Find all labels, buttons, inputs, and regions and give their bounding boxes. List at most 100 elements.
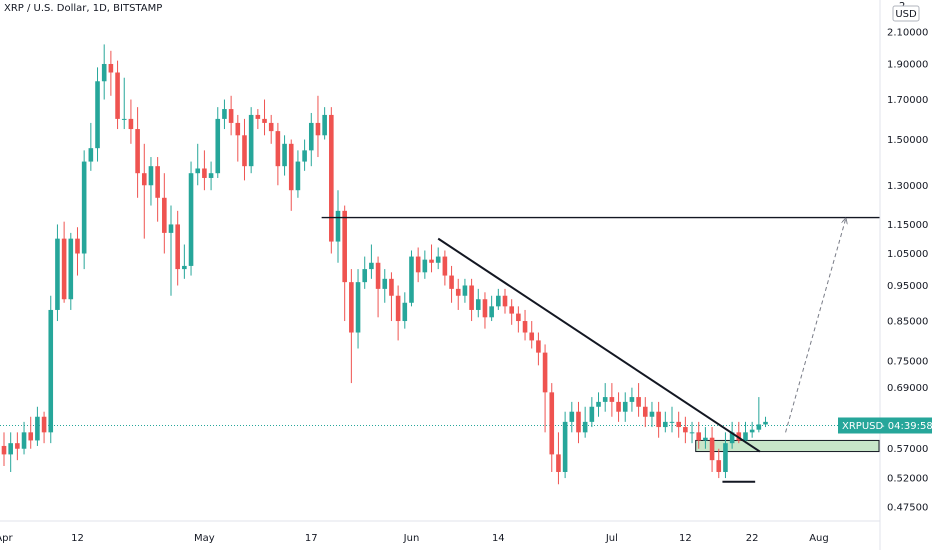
candle[interactable] — [182, 244, 187, 279]
candle[interactable] — [462, 278, 468, 303]
candle[interactable] — [729, 421, 735, 449]
candle[interactable] — [275, 122, 281, 186]
candle[interactable] — [148, 157, 154, 206]
candle[interactable] — [68, 232, 74, 310]
candle[interactable] — [75, 227, 80, 276]
candle[interactable] — [248, 107, 254, 174]
candle[interactable] — [723, 432, 728, 479]
candle[interactable] — [308, 112, 314, 167]
candle[interactable] — [669, 406, 675, 433]
candle[interactable] — [689, 421, 695, 444]
candle[interactable] — [335, 190, 341, 263]
candle[interactable] — [763, 416, 768, 428]
candle[interactable] — [602, 383, 608, 412]
candle[interactable] — [549, 383, 555, 472]
candle[interactable] — [516, 306, 521, 333]
candle[interactable] — [656, 401, 661, 438]
candle[interactable] — [262, 99, 267, 136]
candle[interactable] — [108, 50, 114, 96]
candle[interactable] — [649, 401, 655, 428]
candle[interactable] — [703, 427, 708, 449]
candle[interactable] — [455, 278, 461, 310]
candle[interactable] — [522, 309, 528, 341]
candle[interactable] — [315, 95, 321, 158]
candle[interactable] — [349, 269, 354, 384]
candle[interactable] — [475, 288, 481, 318]
candle[interactable] — [215, 107, 221, 178]
candle[interactable] — [502, 288, 508, 314]
candle[interactable] — [616, 392, 621, 422]
candle[interactable] — [482, 292, 488, 329]
candle[interactable] — [415, 247, 421, 283]
candle[interactable] — [342, 205, 347, 322]
candle[interactable] — [115, 60, 120, 130]
candle[interactable] — [402, 292, 408, 329]
candle[interactable] — [569, 401, 575, 433]
candle[interactable] — [663, 411, 668, 433]
candle[interactable] — [435, 247, 441, 270]
candle[interactable] — [55, 224, 60, 322]
candle[interactable] — [35, 406, 40, 446]
candle[interactable] — [422, 250, 428, 279]
candle[interactable] — [175, 210, 180, 286]
candle[interactable] — [642, 397, 648, 428]
candle[interactable] — [48, 295, 54, 444]
candle[interactable] — [168, 205, 174, 296]
candle[interactable] — [195, 143, 201, 186]
candle[interactable] — [369, 244, 374, 279]
candle[interactable] — [636, 383, 641, 417]
candle[interactable] — [162, 173, 167, 254]
candle[interactable] — [81, 150, 87, 270]
candle[interactable] — [395, 285, 401, 341]
candle[interactable] — [1, 432, 7, 467]
candle[interactable] — [202, 150, 207, 191]
candle[interactable] — [255, 109, 261, 130]
candle[interactable] — [529, 321, 535, 349]
candle[interactable] — [282, 135, 287, 176]
candle[interactable] — [288, 139, 294, 211]
candle[interactable] — [389, 272, 394, 322]
candle[interactable] — [362, 256, 368, 289]
candle[interactable] — [242, 118, 247, 181]
candle[interactable] — [8, 432, 13, 472]
candle[interactable] — [442, 250, 448, 286]
candle[interactable] — [295, 150, 301, 198]
candle[interactable] — [449, 265, 454, 303]
candle[interactable] — [749, 421, 755, 438]
candle[interactable] — [228, 95, 234, 136]
candle[interactable] — [88, 122, 94, 171]
candle[interactable] — [135, 107, 140, 198]
candle[interactable] — [509, 299, 514, 325]
candle[interactable] — [409, 250, 414, 307]
candle[interactable] — [15, 432, 20, 461]
candle[interactable] — [622, 392, 628, 422]
candle[interactable] — [128, 99, 134, 144]
candle[interactable] — [709, 427, 715, 472]
candle[interactable] — [469, 278, 474, 322]
candle[interactable] — [536, 332, 541, 366]
candle[interactable] — [208, 161, 214, 191]
candle[interactable] — [756, 397, 762, 433]
candle[interactable] — [188, 161, 194, 276]
candle[interactable] — [375, 256, 381, 318]
candle[interactable] — [121, 77, 127, 130]
currency-box[interactable] — [892, 5, 920, 22]
candle[interactable] — [28, 416, 34, 449]
candle[interactable] — [743, 421, 748, 444]
candle[interactable] — [268, 114, 274, 144]
candle[interactable] — [562, 411, 568, 479]
candle[interactable] — [355, 269, 361, 349]
candle[interactable] — [496, 288, 501, 310]
candle[interactable] — [302, 139, 307, 171]
candle[interactable] — [235, 114, 241, 162]
candle[interactable] — [696, 421, 702, 449]
candle[interactable] — [556, 432, 561, 485]
candle[interactable] — [101, 44, 107, 100]
price-badge[interactable] — [838, 417, 932, 434]
candle[interactable] — [576, 401, 581, 444]
candle[interactable] — [542, 344, 548, 433]
candle[interactable] — [716, 448, 722, 479]
candle[interactable] — [382, 269, 388, 303]
candle[interactable] — [155, 157, 160, 222]
